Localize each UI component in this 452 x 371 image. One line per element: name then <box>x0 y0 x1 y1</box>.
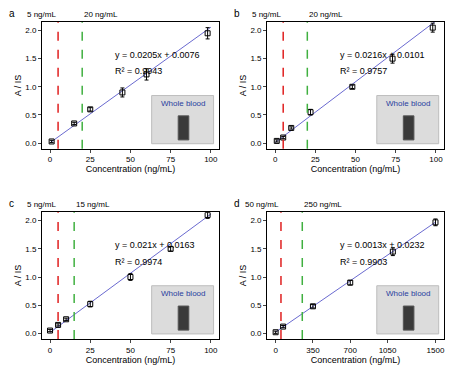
svg-text:Whole blood: Whole blood <box>386 99 430 108</box>
svg-text:100: 100 <box>204 346 218 355</box>
svg-text:1.0: 1.0 <box>25 83 37 92</box>
svg-text:100: 100 <box>429 155 443 164</box>
svg-text:y = 0.0216x + 0.0101: y = 0.0216x + 0.0101 <box>340 50 425 60</box>
svg-text:20 ng/mL: 20 ng/mL <box>84 10 118 19</box>
svg-text:A / IS: A / IS <box>238 265 248 287</box>
svg-text:0.0: 0.0 <box>250 139 262 148</box>
svg-text:1.5: 1.5 <box>25 245 37 254</box>
svg-text:2.0: 2.0 <box>25 26 37 35</box>
svg-text:0.5: 0.5 <box>250 301 262 310</box>
svg-text:1.0: 1.0 <box>250 83 262 92</box>
svg-text:75: 75 <box>391 155 400 164</box>
svg-text:a: a <box>9 8 15 19</box>
svg-text:Concentration (ng/mL): Concentration (ng/mL) <box>311 355 401 365</box>
svg-text:R² = 0.9757: R² = 0.9757 <box>340 66 387 76</box>
svg-text:1.5: 1.5 <box>250 245 262 254</box>
svg-text:0: 0 <box>273 155 278 164</box>
svg-text:R² = 0.9943: R² = 0.9943 <box>115 66 162 76</box>
svg-text:50: 50 <box>126 155 135 164</box>
svg-text:1050: 1050 <box>379 346 397 355</box>
svg-text:Concentration (ng/mL): Concentration (ng/mL) <box>86 355 176 365</box>
svg-text:1.5: 1.5 <box>25 54 37 63</box>
svg-text:25: 25 <box>86 346 95 355</box>
svg-text:1.0: 1.0 <box>25 273 37 282</box>
svg-text:A / IS: A / IS <box>238 75 248 97</box>
svg-text:50: 50 <box>351 155 360 164</box>
svg-text:25: 25 <box>86 155 95 164</box>
svg-text:5 ng/mL: 5 ng/mL <box>252 10 281 19</box>
svg-text:1.0: 1.0 <box>250 273 262 282</box>
svg-text:0.0: 0.0 <box>25 329 37 338</box>
svg-text:Concentration (ng/mL): Concentration (ng/mL) <box>86 164 176 174</box>
svg-text:250 ng/mL: 250 ng/mL <box>304 200 342 209</box>
svg-text:0.0: 0.0 <box>25 139 37 148</box>
svg-text:25: 25 <box>311 155 320 164</box>
svg-text:R² = 0.9974: R² = 0.9974 <box>115 257 162 267</box>
svg-text:0: 0 <box>48 155 53 164</box>
svg-text:y = 0.021x + 0.0163: y = 0.021x + 0.0163 <box>115 240 195 250</box>
svg-text:2.0: 2.0 <box>250 26 262 35</box>
svg-text:y = 0.0013x + 0.0232: y = 0.0013x + 0.0232 <box>340 240 425 250</box>
svg-text:0: 0 <box>273 346 278 355</box>
svg-text:2.0: 2.0 <box>250 216 262 225</box>
svg-text:75: 75 <box>166 155 175 164</box>
svg-text:0.5: 0.5 <box>25 111 37 120</box>
svg-text:A / IS: A / IS <box>13 265 23 287</box>
svg-text:Whole blood: Whole blood <box>161 289 205 298</box>
svg-text:2.0: 2.0 <box>25 216 37 225</box>
svg-text:0: 0 <box>48 346 53 355</box>
svg-text:350: 350 <box>306 346 320 355</box>
svg-text:A / IS: A / IS <box>13 75 23 97</box>
svg-text:75: 75 <box>166 346 175 355</box>
svg-text:d: d <box>234 198 240 209</box>
svg-text:Concentration (ng/mL): Concentration (ng/mL) <box>311 164 401 174</box>
svg-text:0.5: 0.5 <box>25 301 37 310</box>
svg-text:Whole blood: Whole blood <box>386 289 430 298</box>
svg-text:20 ng/mL: 20 ng/mL <box>309 10 343 19</box>
svg-text:700: 700 <box>344 346 358 355</box>
svg-text:Whole blood: Whole blood <box>161 99 205 108</box>
svg-text:b: b <box>234 8 240 19</box>
svg-text:5 ng/mL: 5 ng/mL <box>27 200 56 209</box>
svg-text:R² = 0.9903: R² = 0.9903 <box>340 257 387 267</box>
svg-text:0.5: 0.5 <box>250 111 262 120</box>
svg-text:100: 100 <box>204 155 218 164</box>
svg-text:5 ng/mL: 5 ng/mL <box>27 10 56 19</box>
svg-text:1.5: 1.5 <box>250 54 262 63</box>
svg-text:50: 50 <box>126 346 135 355</box>
svg-text:50 ng/mL: 50 ng/mL <box>245 200 279 209</box>
svg-text:y = 0.0205x + 0.0076: y = 0.0205x + 0.0076 <box>115 50 200 60</box>
svg-text:0.0: 0.0 <box>250 329 262 338</box>
svg-text:15 ng/mL: 15 ng/mL <box>76 200 110 209</box>
svg-text:1500: 1500 <box>427 346 445 355</box>
svg-text:c: c <box>9 198 14 209</box>
